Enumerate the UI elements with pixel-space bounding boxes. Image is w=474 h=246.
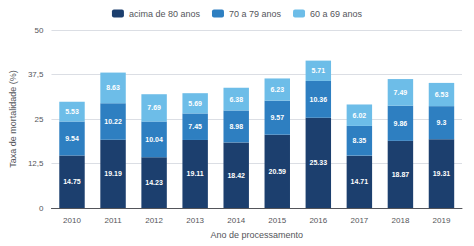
svg-text:5.53: 5.53 — [65, 108, 79, 115]
svg-text:14.23: 14.23 — [145, 179, 163, 186]
svg-text:2018: 2018 — [392, 216, 410, 225]
svg-text:9.86: 9.86 — [394, 120, 408, 127]
svg-text:70 a 79 anos: 70 a 79 anos — [229, 9, 282, 19]
svg-text:9.3: 9.3 — [437, 119, 447, 126]
svg-text:2010: 2010 — [63, 216, 81, 225]
svg-text:10.36: 10.36 — [310, 96, 328, 103]
svg-text:6.02: 6.02 — [353, 112, 367, 119]
svg-text:5.71: 5.71 — [312, 67, 326, 74]
svg-text:10.04: 10.04 — [145, 136, 163, 143]
svg-text:2013: 2013 — [186, 216, 204, 225]
svg-text:12,5: 12,5 — [28, 159, 44, 168]
svg-text:Ano de processamento: Ano de processamento — [210, 230, 303, 240]
svg-text:10.22: 10.22 — [104, 118, 122, 125]
svg-text:18.87: 18.87 — [392, 171, 410, 178]
svg-text:6.23: 6.23 — [270, 86, 284, 93]
svg-text:50: 50 — [35, 26, 44, 35]
svg-text:8.98: 8.98 — [229, 123, 243, 130]
svg-text:19.31: 19.31 — [433, 170, 451, 177]
svg-text:9.54: 9.54 — [65, 135, 79, 142]
svg-text:19.19: 19.19 — [104, 170, 122, 177]
svg-text:2012: 2012 — [145, 216, 163, 225]
svg-text:6.38: 6.38 — [229, 96, 243, 103]
svg-text:6.53: 6.53 — [435, 91, 449, 98]
svg-text:2014: 2014 — [227, 216, 245, 225]
svg-text:5.69: 5.69 — [188, 100, 202, 107]
svg-text:2016: 2016 — [309, 216, 327, 225]
svg-text:acima de 80 anos: acima de 80 anos — [129, 9, 201, 19]
svg-text:20.59: 20.59 — [268, 168, 286, 175]
svg-text:18.42: 18.42 — [227, 172, 245, 179]
svg-text:7.69: 7.69 — [147, 104, 161, 111]
svg-text:14.71: 14.71 — [351, 178, 369, 185]
svg-text:Taxa de mortalidade (%): Taxa de mortalidade (%) — [8, 70, 18, 168]
svg-text:25: 25 — [35, 115, 44, 124]
svg-text:37,5: 37,5 — [28, 70, 44, 79]
svg-text:25.33: 25.33 — [310, 159, 328, 166]
svg-text:8.35: 8.35 — [353, 137, 367, 144]
svg-text:60 a 69 anos: 60 a 69 anos — [310, 9, 363, 19]
svg-text:8.63: 8.63 — [106, 84, 120, 91]
svg-text:14.75: 14.75 — [63, 178, 81, 185]
svg-text:9.57: 9.57 — [270, 114, 284, 121]
svg-text:7.45: 7.45 — [188, 123, 202, 130]
svg-text:0: 0 — [39, 204, 44, 213]
svg-text:2015: 2015 — [268, 216, 286, 225]
svg-text:2011: 2011 — [104, 216, 122, 225]
svg-text:2017: 2017 — [350, 216, 368, 225]
svg-text:7.49: 7.49 — [394, 89, 408, 96]
svg-text:2019: 2019 — [433, 216, 451, 225]
svg-text:19.11: 19.11 — [187, 170, 204, 177]
